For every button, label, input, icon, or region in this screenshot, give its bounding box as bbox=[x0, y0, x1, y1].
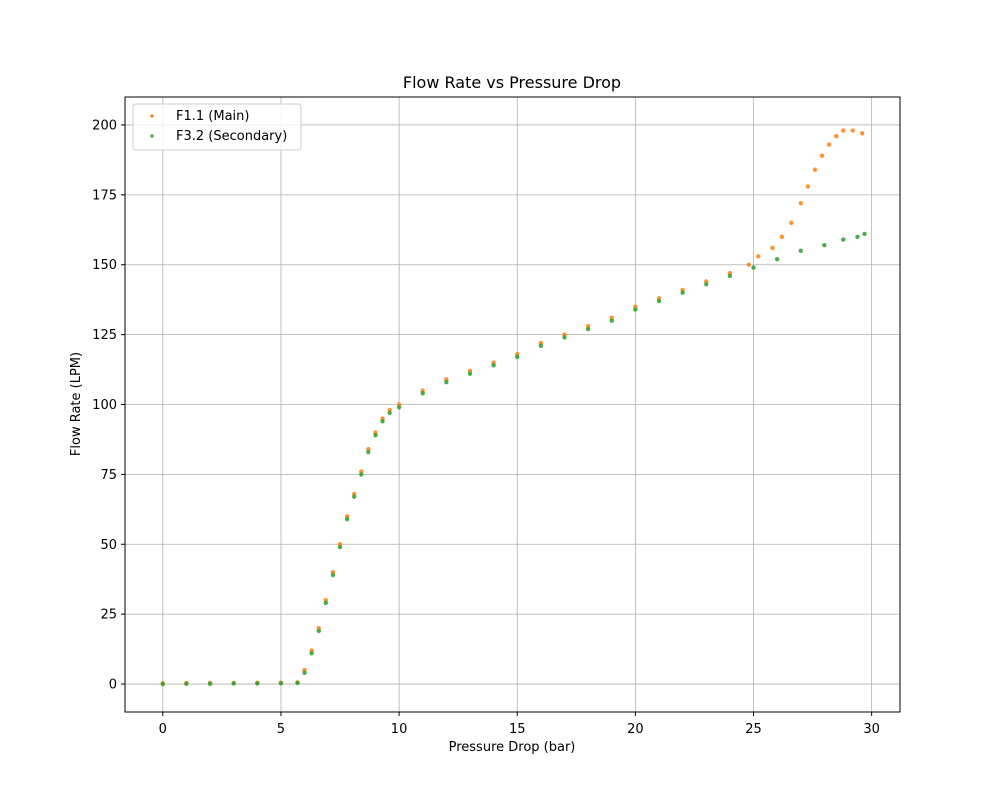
data-point bbox=[798, 248, 803, 253]
x-tick-label: 15 bbox=[509, 722, 526, 737]
data-point bbox=[302, 670, 307, 676]
data-point bbox=[366, 449, 371, 455]
x-tick-label: 30 bbox=[863, 722, 880, 737]
data-point bbox=[756, 254, 761, 259]
x-tick-label: 25 bbox=[745, 722, 762, 737]
data-point bbox=[789, 220, 794, 225]
y-tick-label: 0 bbox=[109, 678, 117, 693]
y-tick-label: 25 bbox=[100, 608, 117, 623]
data-point bbox=[359, 472, 364, 477]
data-point bbox=[779, 234, 785, 239]
data-point bbox=[855, 234, 860, 239]
legend-label-main: F1.1 (Main) bbox=[176, 109, 249, 124]
data-point bbox=[396, 405, 402, 410]
data-point bbox=[387, 410, 392, 416]
data-point bbox=[323, 600, 329, 606]
data-point bbox=[819, 153, 825, 158]
data-point bbox=[330, 572, 336, 578]
data-point bbox=[380, 419, 385, 424]
data-point bbox=[337, 544, 343, 550]
data-point bbox=[585, 326, 591, 332]
data-point bbox=[850, 128, 855, 133]
data-point bbox=[491, 363, 496, 368]
x-tick-label: 5 bbox=[277, 722, 285, 737]
y-tick-label: 175 bbox=[92, 188, 117, 203]
data-points bbox=[160, 128, 867, 687]
series-secondary bbox=[160, 231, 867, 687]
legend: F1.1 (Main) F3.2 (Secondary) bbox=[132, 103, 302, 151]
grid bbox=[125, 97, 900, 712]
data-point bbox=[160, 681, 165, 687]
data-point bbox=[860, 131, 865, 136]
data-point bbox=[822, 242, 827, 248]
data-point bbox=[255, 681, 260, 686]
data-point bbox=[770, 245, 775, 251]
data-point bbox=[751, 265, 756, 270]
x-tick-label: 10 bbox=[391, 722, 408, 737]
data-point bbox=[295, 680, 300, 686]
data-point bbox=[316, 628, 321, 634]
y-tick-label: 50 bbox=[100, 538, 117, 553]
data-point bbox=[207, 681, 213, 686]
chart-title: Flow Rate vs Pressure Drop bbox=[403, 73, 621, 92]
legend-marker-secondary bbox=[150, 134, 154, 138]
data-point bbox=[841, 237, 846, 242]
data-point bbox=[344, 516, 350, 522]
y-tick-label: 125 bbox=[92, 328, 117, 343]
data-point bbox=[467, 371, 473, 376]
data-point bbox=[309, 651, 314, 656]
data-point bbox=[562, 335, 567, 340]
data-point bbox=[351, 494, 357, 499]
x-axis-label: Pressure Drop (bar) bbox=[449, 740, 576, 755]
data-point bbox=[538, 343, 544, 348]
data-point bbox=[278, 681, 284, 686]
data-point bbox=[704, 282, 709, 287]
y-axis-label: Flow Rate (LPM) bbox=[69, 352, 84, 456]
data-point bbox=[798, 201, 803, 206]
axis-ticks: 0 5 10 15 20 25 30 0 25 50 75 100 125 150 175 200 bbox=[92, 118, 880, 737]
data-point bbox=[834, 133, 839, 139]
y-tick-label: 100 bbox=[92, 398, 117, 413]
data-point bbox=[826, 142, 832, 147]
x-tick-label: 0 bbox=[159, 722, 167, 737]
legend-box bbox=[132, 103, 302, 151]
y-tick-label: 200 bbox=[92, 118, 117, 133]
data-point bbox=[680, 290, 685, 295]
data-point bbox=[805, 184, 811, 189]
data-point bbox=[609, 318, 614, 323]
data-point bbox=[515, 354, 520, 360]
data-point bbox=[812, 167, 818, 172]
legend-marker-main bbox=[150, 114, 154, 118]
y-tick-label: 150 bbox=[92, 258, 117, 273]
data-point bbox=[774, 256, 780, 262]
data-point bbox=[656, 298, 662, 304]
data-point bbox=[633, 307, 638, 312]
y-tick-label: 75 bbox=[100, 468, 117, 483]
data-point bbox=[841, 128, 846, 133]
x-tick-label: 20 bbox=[627, 722, 644, 737]
legend-label-secondary: F3.2 (Secondary) bbox=[176, 129, 287, 144]
data-point bbox=[184, 681, 189, 686]
data-point bbox=[862, 231, 867, 237]
data-point bbox=[727, 273, 733, 279]
data-point bbox=[231, 681, 236, 686]
data-point bbox=[420, 391, 425, 396]
data-point bbox=[373, 433, 378, 438]
data-point bbox=[444, 379, 449, 385]
data-point bbox=[746, 262, 751, 267]
